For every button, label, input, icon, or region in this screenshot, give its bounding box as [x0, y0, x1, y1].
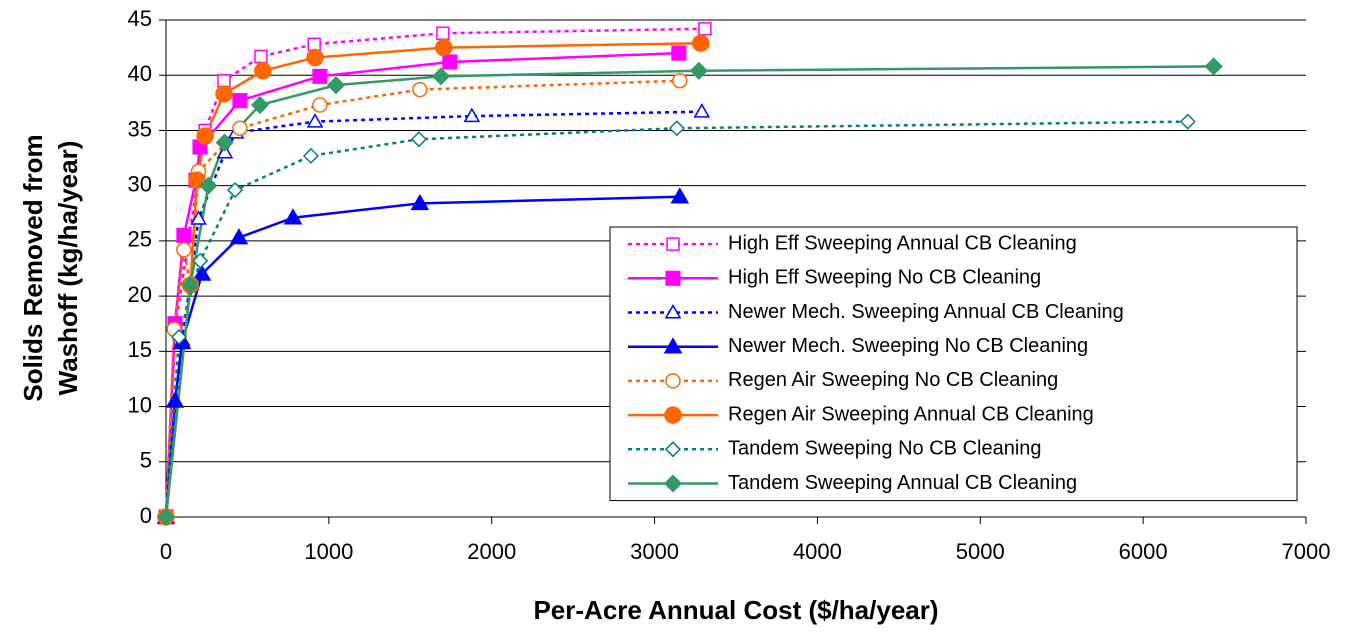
series-line — [164, 195, 680, 518]
y-tick-label: 15 — [128, 337, 152, 362]
marker — [672, 72, 688, 89]
marker — [442, 54, 458, 70]
legend-label: High Eff Sweeping Annual CB Cleaning — [728, 232, 1077, 254]
marker — [312, 68, 328, 84]
marker — [217, 74, 231, 88]
marker — [435, 38, 453, 57]
y-tick-label: 0 — [140, 503, 152, 528]
marker — [663, 337, 683, 354]
legend-box — [609, 226, 1298, 502]
marker — [196, 127, 214, 145]
x-tick-label: 6000 — [1119, 539, 1168, 564]
marker — [326, 76, 346, 95]
marker — [306, 48, 324, 67]
marker — [190, 210, 207, 225]
legend-label: High Eff Sweeping No CB Cleaning — [728, 267, 1041, 289]
y-tick-label: 35 — [128, 116, 152, 141]
y-tick-label: 40 — [128, 61, 152, 86]
marker — [307, 37, 321, 51]
legend-label: Tandem Sweeping Annual CB Cleaning — [728, 472, 1077, 494]
y-tick-label: 25 — [128, 227, 152, 252]
legend-label: Regen Air Sweeping Annual CB Cleaning — [728, 403, 1094, 425]
marker — [664, 406, 682, 424]
marker — [671, 45, 687, 61]
marker — [665, 373, 681, 389]
y-tick-label: 30 — [128, 171, 152, 196]
x-tick-label: 0 — [160, 539, 172, 564]
marker — [410, 193, 430, 211]
legend: High Eff Sweeping Annual CB Cleaning High… — [609, 226, 1298, 502]
series-line — [164, 120, 1188, 518]
marker — [192, 264, 212, 281]
legend-label: Newer Mech. Sweeping No CB Cleaning — [728, 335, 1088, 357]
marker — [412, 81, 428, 98]
legend-label: Newer Mech. Sweeping Annual CB Cleaning — [728, 301, 1124, 323]
marker — [1204, 57, 1223, 76]
y-axis-label: Solids Removed from — [18, 134, 48, 401]
series-line — [164, 79, 680, 518]
y-axis-label: Washoff (kg/ha/year) — [53, 141, 83, 396]
marker — [689, 61, 708, 80]
legend-label: Regen Air Sweeping No CB Cleaning — [728, 369, 1058, 391]
marker — [698, 22, 712, 36]
marker — [410, 131, 427, 148]
marker — [192, 252, 209, 269]
marker — [250, 95, 270, 115]
marker — [312, 97, 328, 113]
marker — [254, 49, 268, 64]
marker — [283, 208, 303, 225]
marker — [226, 182, 244, 199]
marker — [215, 85, 233, 103]
marker — [199, 176, 218, 195]
x-tick-label: 4000 — [793, 539, 842, 564]
y-tick-label: 10 — [128, 392, 152, 417]
marker — [156, 507, 176, 527]
marker — [436, 26, 450, 40]
x-tick-label: 1000 — [304, 539, 353, 564]
y-tick-label: 5 — [140, 448, 152, 473]
x-tick-label: 2000 — [467, 539, 516, 564]
marker — [229, 228, 249, 245]
marker — [692, 34, 710, 52]
x-tick-label: 5000 — [956, 539, 1005, 564]
x-tick-label: 3000 — [630, 539, 679, 564]
marker — [181, 276, 200, 295]
marker — [431, 67, 450, 86]
marker — [666, 237, 680, 251]
marker — [664, 303, 682, 319]
marker — [670, 187, 690, 204]
marker — [664, 441, 682, 458]
x-axis-label: Per-Acre Annual Cost ($/ha/year) — [533, 595, 938, 625]
marker — [176, 227, 192, 243]
marker — [665, 270, 681, 286]
marker — [663, 474, 683, 493]
y-tick-label: 45 — [128, 6, 152, 31]
marker — [254, 62, 272, 80]
marker — [693, 103, 711, 118]
marker — [1179, 113, 1196, 130]
marker — [232, 93, 248, 109]
marker — [232, 120, 248, 136]
marker — [463, 107, 481, 123]
marker — [668, 120, 685, 137]
legend-label: Tandem Sweeping No CB Cleaning — [728, 438, 1042, 460]
y-tick-label: 20 — [128, 282, 152, 307]
marker — [216, 144, 234, 159]
marker — [215, 133, 234, 152]
marker — [170, 328, 188, 346]
marker — [302, 147, 320, 164]
marker — [176, 241, 192, 258]
marker — [165, 391, 185, 408]
x-tick-label: 7000 — [1282, 539, 1331, 564]
marker — [306, 113, 324, 128]
